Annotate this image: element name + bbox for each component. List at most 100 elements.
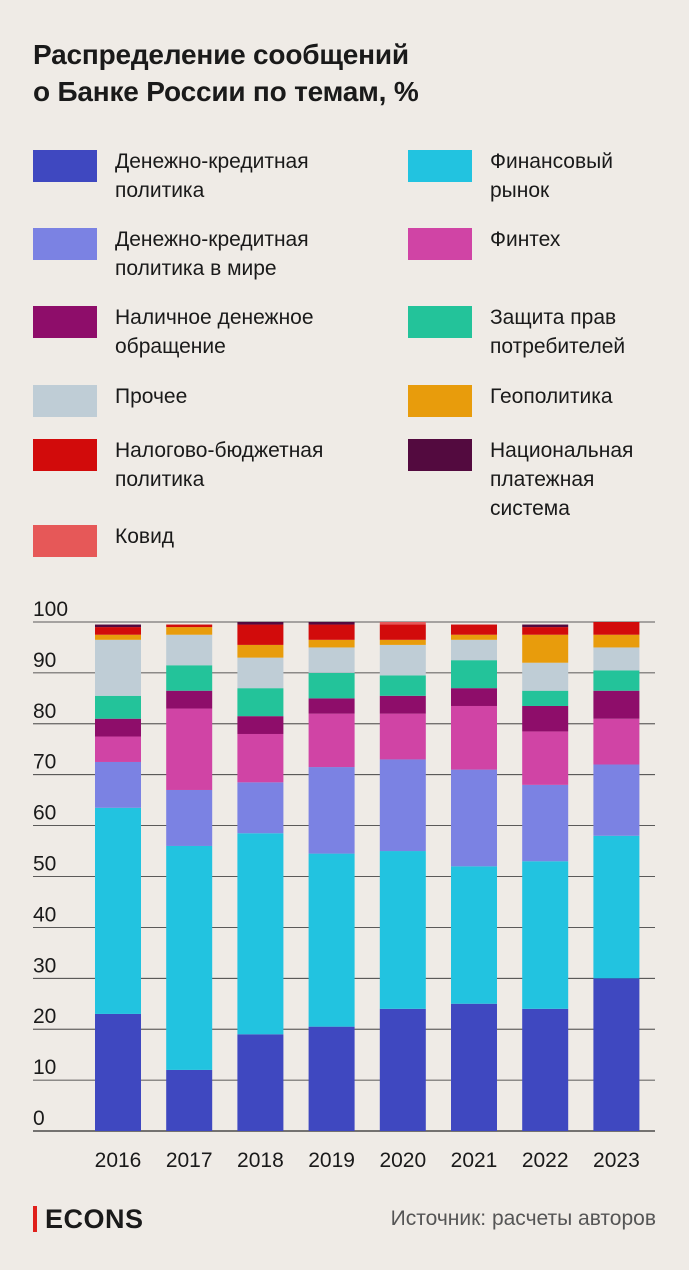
bar-segment bbox=[379, 759, 426, 852]
bar-segment bbox=[308, 767, 355, 854]
legend-label-line: Денежно-кредитная bbox=[115, 228, 309, 251]
bar-segment bbox=[237, 644, 284, 658]
bar-segment bbox=[308, 672, 355, 699]
bar-segment bbox=[95, 695, 141, 719]
bar-segment bbox=[237, 782, 284, 834]
logo-red-bar bbox=[33, 1206, 37, 1232]
legend-label: Защита прав потребителей bbox=[490, 303, 689, 361]
legend-item: Ковид bbox=[33, 525, 355, 557]
bar-segment bbox=[95, 761, 141, 808]
legend-swatch bbox=[33, 306, 97, 338]
legend-label-line: Ковид bbox=[115, 525, 175, 548]
bar-segment bbox=[308, 698, 355, 714]
legend-item: Финтех bbox=[408, 228, 689, 260]
bar-segment bbox=[522, 861, 569, 1009]
bar-segment bbox=[237, 733, 284, 783]
legend-label-line: политика bbox=[115, 468, 205, 491]
bar-segment bbox=[593, 622, 640, 635]
legend-label-line: платежная bbox=[490, 468, 595, 491]
bar-segment bbox=[522, 705, 569, 732]
bar-segment bbox=[451, 634, 497, 640]
legend-label-line: Финтех bbox=[490, 228, 561, 251]
legend-label-line: Геополитика bbox=[490, 385, 613, 408]
source-note: Источник: расчеты авторов bbox=[390, 1207, 656, 1230]
bar-segment bbox=[95, 807, 141, 1014]
legend-swatch bbox=[408, 150, 472, 182]
bar-segment bbox=[308, 624, 355, 640]
bar-segment bbox=[95, 718, 141, 737]
y-tick-label: 90 bbox=[33, 649, 56, 672]
legend-label-line: Денежно-кредитная bbox=[115, 150, 309, 173]
econs-logo: ECONS bbox=[33, 1202, 144, 1236]
legend-label: Национальная платежная система bbox=[490, 436, 689, 523]
bar-segment bbox=[308, 853, 355, 1027]
bar-segment bbox=[379, 639, 426, 645]
bar-segment bbox=[166, 634, 213, 666]
logo-text: ECONS bbox=[45, 1203, 144, 1234]
y-tick-label: 80 bbox=[33, 700, 56, 723]
legend-swatch bbox=[408, 385, 472, 417]
bar-segment bbox=[522, 634, 569, 663]
bar-segment bbox=[166, 845, 213, 1070]
legend-swatch bbox=[33, 439, 97, 471]
legend-swatch bbox=[408, 306, 472, 338]
y-tick-label: 100 bbox=[33, 598, 68, 621]
y-tick-label: 50 bbox=[33, 853, 56, 876]
bar-segment bbox=[593, 835, 640, 979]
legend-label-line: Прочее bbox=[115, 385, 188, 408]
legend-item: Геополитика bbox=[408, 385, 689, 417]
bar-segment bbox=[237, 624, 284, 645]
bar-segment bbox=[308, 713, 355, 768]
bar-segment bbox=[308, 647, 355, 673]
bar-segment bbox=[593, 647, 640, 671]
bar-segment bbox=[166, 665, 213, 691]
bar-segment bbox=[237, 622, 284, 625]
legend-label-line: политика bbox=[115, 179, 205, 202]
bar-segment bbox=[166, 624, 213, 628]
legend-label: Ковид bbox=[115, 522, 355, 551]
bar-segment bbox=[451, 624, 497, 635]
bar-segment bbox=[451, 866, 497, 1004]
legend-label-line: рынок bbox=[490, 179, 550, 202]
bar-segment bbox=[593, 764, 640, 836]
bar-segment bbox=[522, 662, 569, 691]
chart-title: Распределение сообщений о Банке России п… bbox=[33, 36, 633, 110]
bar-segment bbox=[166, 789, 213, 846]
legend-label-line: Налогово-бюджетная bbox=[115, 439, 324, 462]
bar-segment bbox=[522, 1008, 569, 1131]
bar-segment bbox=[379, 622, 426, 625]
bar-segment bbox=[522, 624, 569, 628]
legend-swatch bbox=[33, 385, 97, 417]
legend-item: Национальная платежная система bbox=[408, 439, 689, 523]
bar-segment bbox=[95, 736, 141, 762]
x-tick-label: 2020 bbox=[379, 1149, 426, 1172]
bar-segment bbox=[95, 627, 141, 635]
x-tick-label: 2022 bbox=[522, 1149, 569, 1172]
bar-segment bbox=[379, 713, 426, 760]
x-tick-label: 2023 bbox=[593, 1149, 640, 1172]
chart-title-line-2: о Банке России по темам, % bbox=[33, 76, 419, 107]
legend-item: Финансовый рынок bbox=[408, 150, 689, 205]
y-tick-label: 10 bbox=[33, 1056, 56, 1079]
legend-swatch bbox=[33, 525, 97, 557]
chart-title-line-1: Распределение сообщений bbox=[33, 39, 409, 70]
x-tick-label: 2016 bbox=[95, 1149, 142, 1172]
bar-segment bbox=[95, 639, 141, 696]
x-tick-label: 2018 bbox=[237, 1149, 284, 1172]
legend-swatch bbox=[408, 439, 472, 471]
bar-segment bbox=[379, 675, 426, 696]
legend-label: Финтех bbox=[490, 225, 689, 254]
bar-segment bbox=[95, 1013, 141, 1131]
bar-segment bbox=[522, 784, 569, 862]
legend-label-line: Национальная bbox=[490, 439, 634, 462]
legend-label-line: Финансовый bbox=[490, 150, 613, 173]
y-tick-label: 60 bbox=[33, 802, 56, 825]
legend-swatch bbox=[33, 228, 97, 260]
bar-segment bbox=[522, 690, 569, 706]
legend-label-line: система bbox=[490, 497, 570, 520]
bar-segment bbox=[237, 657, 284, 689]
stacked-bar-chart: 0 10 20 30 40 50 60 70 80 90 100 2016 2017 2018 2019 20… bbox=[33, 598, 655, 1172]
bar-segment bbox=[593, 978, 640, 1131]
bar-segment bbox=[522, 627, 569, 635]
bar-segment bbox=[379, 644, 426, 676]
